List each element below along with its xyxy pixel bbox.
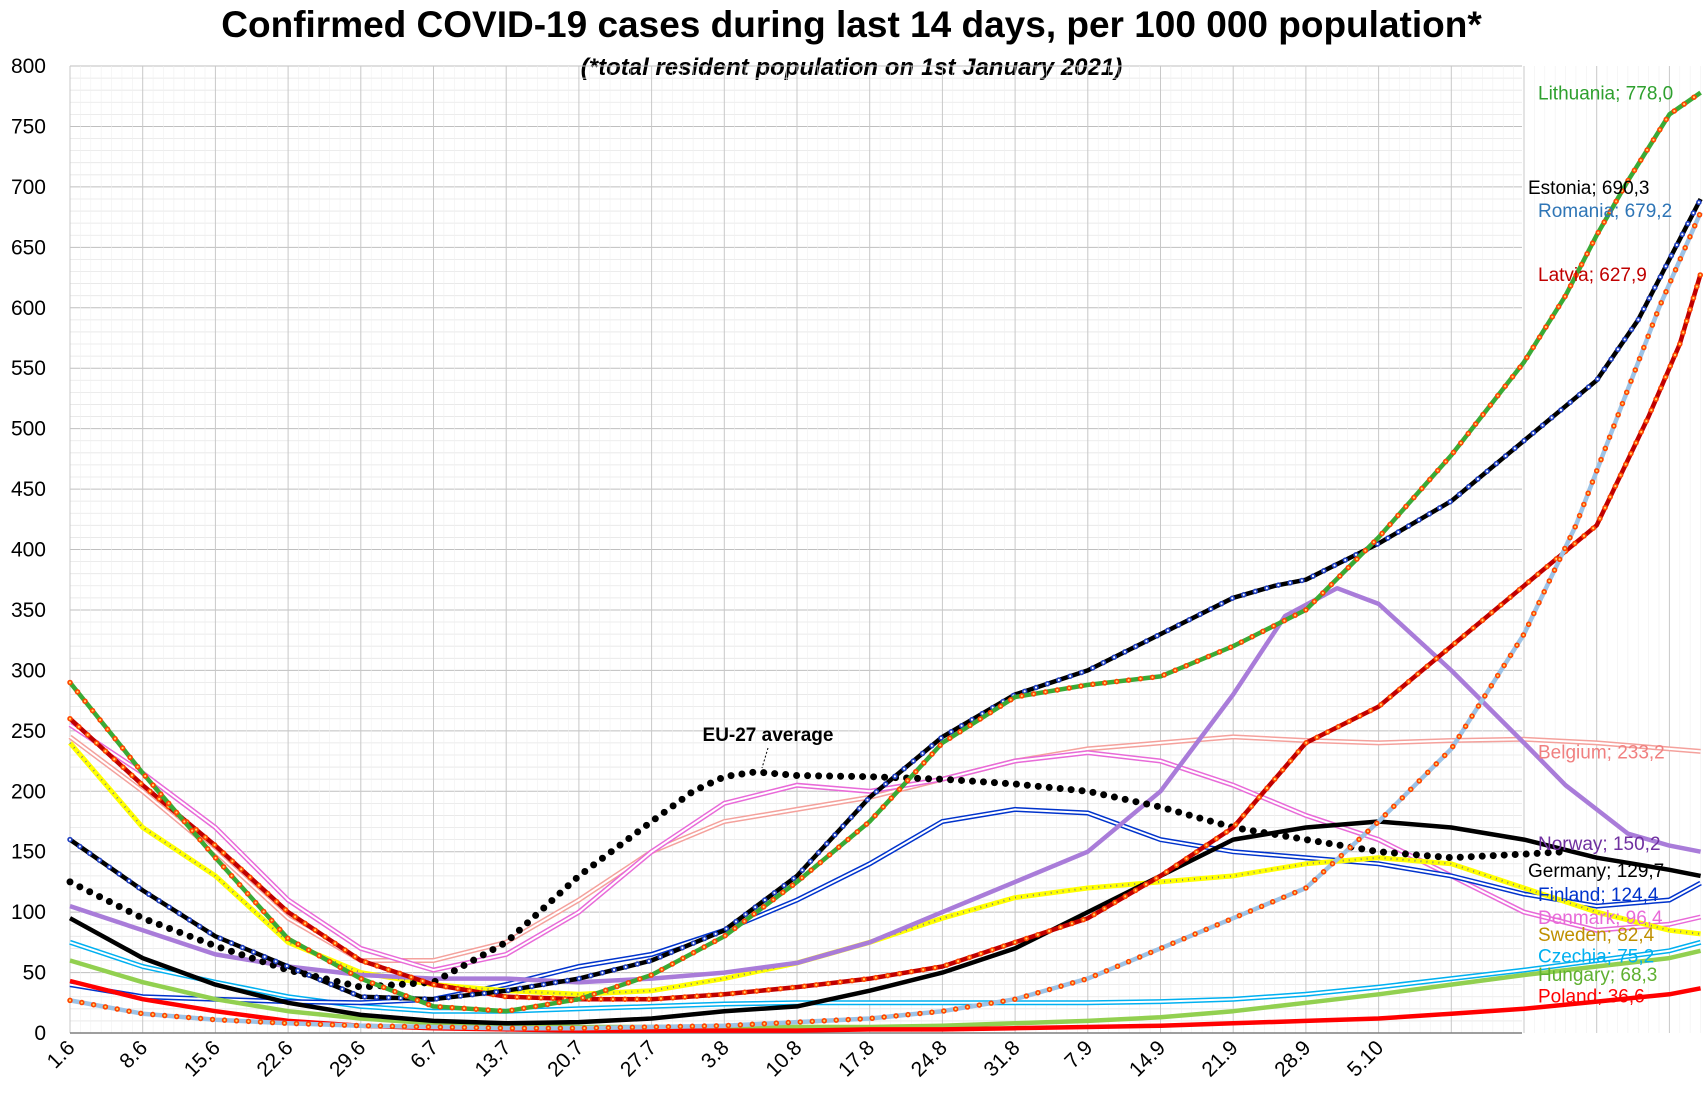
- y-tick-label: 550: [11, 357, 46, 380]
- x-tick-label: 29.6: [325, 1036, 370, 1081]
- x-tick-label: 31.8: [979, 1036, 1024, 1081]
- series-label-sweden: Sweden; 82,4: [1538, 925, 1655, 946]
- x-tick-label: 1.6: [43, 1036, 80, 1073]
- series-label-poland: Poland; 36,6: [1538, 987, 1645, 1008]
- series-line: [68, 90, 1702, 1014]
- y-tick-label: 800: [11, 55, 46, 78]
- series-estonia: [67, 196, 1703, 1002]
- series-label-germany: Germany; 129,7: [1528, 861, 1664, 882]
- series-latvia: [67, 271, 1703, 1002]
- y-tick-label: 250: [11, 720, 46, 743]
- chart-subtitle: (*total resident population on 1st Janua…: [580, 54, 1123, 81]
- x-tick-label: 5.10: [1343, 1036, 1388, 1081]
- y-tick-label: 0: [34, 1022, 46, 1045]
- series-line-markers-inner: [68, 91, 1702, 1013]
- series-line: [69, 585, 1702, 985]
- y-tick-label: 300: [11, 659, 46, 682]
- series-sweden: [68, 741, 1701, 997]
- x-tick-label: 22.6: [252, 1036, 297, 1081]
- x-tick-label: 13.7: [471, 1036, 516, 1081]
- x-axis-ticks: 1.6 8.6 15.6 22.6 29.6 6.7 13.7 20.7 27.7 3.8 10.8…: [43, 1036, 1389, 1081]
- series-line-markers-inner: [68, 211, 1702, 1030]
- series-line-markers-inner: [68, 272, 1702, 1001]
- y-tick-label: 150: [11, 841, 46, 864]
- series-eu-27-average: [66, 768, 1569, 991]
- y-tick-label: 200: [11, 780, 46, 803]
- y-tick-label: 700: [11, 176, 46, 199]
- series-label-hungary: Hungary; 68,3: [1538, 965, 1657, 986]
- series-belgium: [68, 734, 1701, 963]
- series-line-markers: [67, 89, 1703, 1014]
- x-tick-label: 10.8: [761, 1036, 806, 1081]
- x-tick-label: 15.6: [180, 1036, 225, 1081]
- series-lines: [66, 89, 1703, 1033]
- y-axis-ticks: 0 50 100 150 200 250 300 350 400 450 500 550 600 650 7…: [11, 55, 46, 1045]
- y-tick-label: 100: [11, 901, 46, 924]
- series-lithuania: [67, 89, 1703, 1014]
- series-label-belgium: Belgium; 233,2: [1538, 742, 1665, 763]
- series-line-markers: [67, 209, 1703, 1031]
- x-tick-label: 7.9: [1060, 1036, 1097, 1073]
- eu-average-leader: [761, 747, 769, 769]
- x-tick-label: 8.6: [115, 1036, 152, 1073]
- series-finland: [69, 806, 1702, 1006]
- y-tick-label: 50: [23, 962, 46, 985]
- series-line: [69, 211, 1703, 1031]
- x-tick-label: 6.7: [406, 1036, 443, 1073]
- series-line: [69, 948, 1702, 1030]
- y-tick-label: 650: [11, 236, 46, 259]
- series-romania: [67, 209, 1703, 1031]
- series-line: [66, 768, 1569, 991]
- series-label-czechia: Czechia; 75,2: [1538, 947, 1654, 968]
- x-tick-label: 3.8: [697, 1036, 734, 1073]
- x-tick-label: 14.9: [1125, 1036, 1170, 1081]
- series-label-finland: Finland; 124,4: [1538, 885, 1659, 906]
- y-tick-label: 450: [11, 478, 46, 501]
- series-line: [68, 819, 1702, 1026]
- series-label-norway: Norway; 150,2: [1538, 834, 1661, 855]
- x-tick-label: 24.8: [907, 1036, 952, 1081]
- series-line-dots: [69, 742, 1701, 996]
- series-line-markers: [67, 271, 1703, 1002]
- y-tick-label: 350: [11, 599, 46, 622]
- y-tick-label: 750: [11, 115, 46, 138]
- x-tick-label: 20.7: [543, 1036, 588, 1081]
- series-label-denmark: Denmark; 96,4: [1538, 908, 1663, 929]
- y-tick-label: 400: [11, 539, 46, 562]
- series-line: [68, 197, 1703, 1002]
- series-line-inner: [69, 735, 1701, 962]
- annotations: EU-27 average: [703, 725, 834, 769]
- series-label-romania: Romania; 679,2: [1538, 201, 1672, 222]
- series-line: [68, 273, 1703, 1002]
- series-label-latvia: Latvia; 627,9: [1538, 265, 1647, 286]
- series-germany: [68, 819, 1702, 1026]
- chart-title: Confirmed COVID-19 cases during last 14 …: [221, 4, 1482, 45]
- x-tick-label: 28.9: [1270, 1036, 1315, 1081]
- series-label-lithuania: Lithuania; 778,0: [1538, 84, 1673, 105]
- series-norway: [69, 585, 1702, 985]
- eu-average-annotation: EU-27 average: [703, 725, 834, 746]
- x-tick-label: 17.8: [834, 1036, 879, 1081]
- y-tick-label: 500: [11, 418, 46, 441]
- series-hungary: [69, 948, 1702, 1030]
- grid: [69, 65, 1701, 1034]
- x-tick-label: 27.7: [616, 1036, 661, 1081]
- series-line: [68, 734, 1701, 963]
- x-tick-label: 21.9: [1198, 1036, 1243, 1081]
- y-tick-label: 600: [11, 297, 46, 320]
- series-label-estonia: Estonia; 690,3: [1528, 178, 1649, 199]
- series-line-inner: [69, 808, 1702, 1004]
